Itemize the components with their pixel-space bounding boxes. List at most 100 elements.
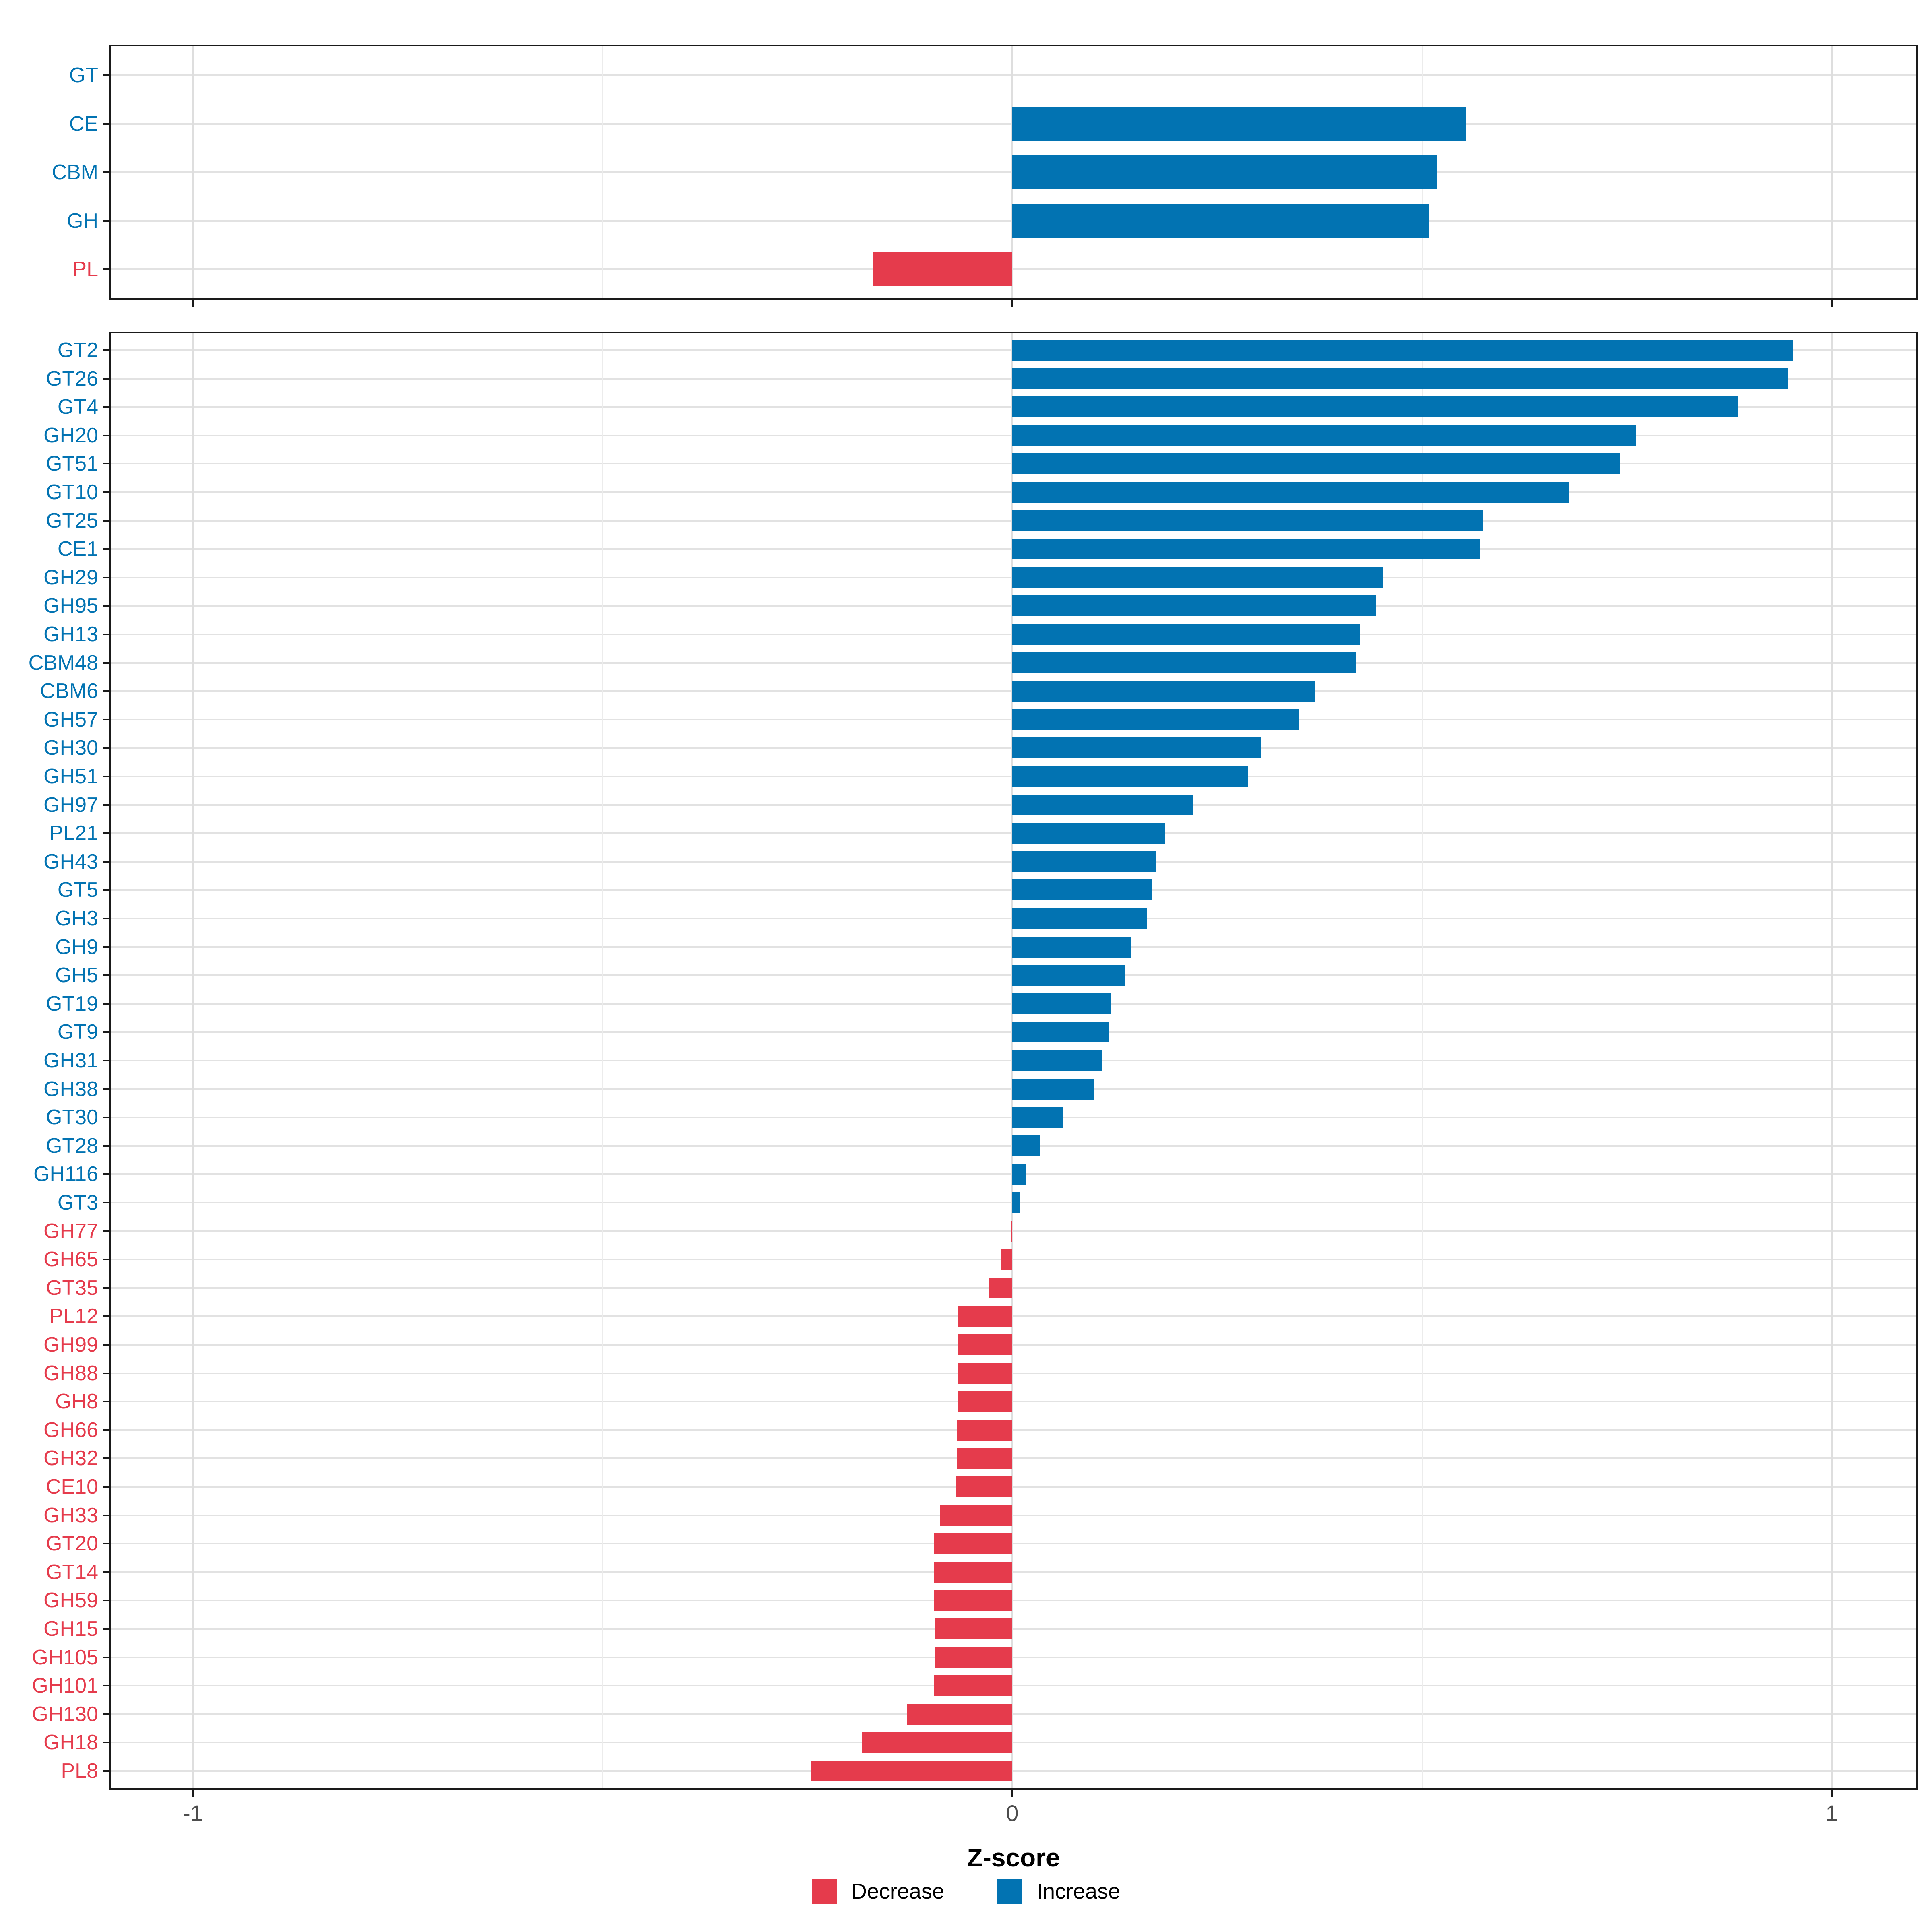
bar: [1012, 1192, 1020, 1213]
category-tick: [103, 1543, 111, 1545]
category-tick: [103, 718, 111, 720]
category-label: GT2: [57, 339, 98, 362]
row-gridline: [111, 1401, 1916, 1403]
category-tick: [103, 690, 111, 692]
row-gridline: [111, 1685, 1916, 1687]
bar: [1012, 1164, 1026, 1185]
bar: [940, 1505, 1012, 1526]
bar: [1001, 1249, 1012, 1270]
row-gridline: [111, 1600, 1916, 1602]
category-label: GH99: [43, 1333, 98, 1356]
category-label: GH8: [55, 1390, 98, 1414]
row-gridline: [111, 1259, 1916, 1261]
minor-gridline: [602, 46, 603, 298]
category-tick: [103, 1457, 111, 1459]
bar: [1012, 368, 1788, 389]
row-gridline: [111, 1742, 1916, 1744]
category-tick: [103, 1429, 111, 1431]
category-tick: [103, 1628, 111, 1630]
category-tick: [103, 861, 111, 863]
category-label: CBM: [52, 161, 98, 184]
row-gridline: [111, 1628, 1916, 1630]
bar: [1012, 766, 1249, 787]
category-tick: [103, 1088, 111, 1090]
bar: [811, 1761, 1012, 1781]
category-tick: [103, 576, 111, 578]
category-label: GT35: [45, 1276, 98, 1300]
category-tick: [103, 1514, 111, 1516]
category-tick: [103, 1315, 111, 1317]
category-tick: [103, 1060, 111, 1061]
bar: [873, 252, 1012, 286]
category-tick: [103, 548, 111, 550]
bar: [1012, 936, 1131, 958]
panel-border: [109, 332, 1918, 1790]
bar: [1012, 851, 1157, 872]
major-gridline: [192, 333, 194, 1788]
category-tick: [103, 463, 111, 465]
bar: [1012, 1078, 1094, 1100]
bar: [1012, 396, 1738, 418]
increase-swatch: [997, 1879, 1022, 1904]
category-tick: [103, 1344, 111, 1346]
bar: [1010, 1220, 1012, 1242]
category-label: GH38: [43, 1077, 98, 1101]
category-label: GH3: [55, 907, 98, 930]
bar: [958, 1334, 1012, 1355]
category-tick: [103, 1230, 111, 1232]
x-tick-label: 0: [1006, 1800, 1019, 1826]
bar: [1012, 425, 1636, 446]
row-gridline: [111, 1315, 1916, 1317]
category-label: GT20: [45, 1532, 98, 1556]
category-label: PL12: [49, 1305, 98, 1328]
category-label: GH20: [43, 423, 98, 447]
row-gridline: [111, 1713, 1916, 1715]
bar: [907, 1703, 1012, 1725]
category-label: GT25: [45, 509, 98, 533]
row-gridline: [111, 1571, 1916, 1573]
row-gridline: [111, 1372, 1916, 1374]
bar: [1012, 823, 1165, 844]
x-axis-title: Z-score: [967, 1843, 1060, 1872]
panel-border: [109, 45, 1918, 300]
category-label: GH: [67, 209, 98, 233]
category-label: PL8: [61, 1759, 98, 1783]
bar: [1012, 737, 1261, 759]
decrease-swatch: [811, 1879, 837, 1904]
category-tick: [103, 946, 111, 948]
major-gridline: [1831, 333, 1833, 1788]
category-tick: [103, 220, 111, 222]
category-label: GH77: [43, 1219, 98, 1243]
x-axis-tick: [1011, 298, 1013, 307]
category-label: GH101: [32, 1674, 98, 1698]
row-gridline: [111, 1486, 1916, 1488]
category-tick: [103, 406, 111, 408]
category-label: GH88: [43, 1361, 98, 1385]
category-tick: [103, 747, 111, 749]
category-label: PL: [72, 258, 98, 281]
category-label: GT30: [45, 1106, 98, 1129]
row-gridline: [111, 1543, 1916, 1545]
category-label: GT4: [57, 395, 98, 419]
legend: Decrease Increase: [0, 1877, 1932, 1905]
category-tick: [103, 1713, 111, 1715]
bar: [1012, 204, 1430, 238]
category-tick: [103, 1259, 111, 1261]
category-label: GH130: [32, 1702, 98, 1726]
bar: [1012, 453, 1620, 475]
bar: [1012, 510, 1483, 531]
category-tick: [103, 889, 111, 891]
category-tick: [103, 1486, 111, 1488]
category-tick: [103, 1173, 111, 1175]
category-label: GH5: [55, 964, 98, 987]
category-label: GH43: [43, 850, 98, 873]
bar: [957, 1362, 1012, 1384]
bar: [1012, 155, 1437, 189]
minor-gridline: [602, 333, 603, 1788]
category-tick: [103, 491, 111, 493]
row-gridline: [111, 1514, 1916, 1516]
category-label: GT9: [57, 1020, 98, 1044]
category-tick: [103, 1600, 111, 1602]
category-label: CBM48: [28, 651, 98, 675]
x-axis-tick: [1011, 1788, 1013, 1797]
